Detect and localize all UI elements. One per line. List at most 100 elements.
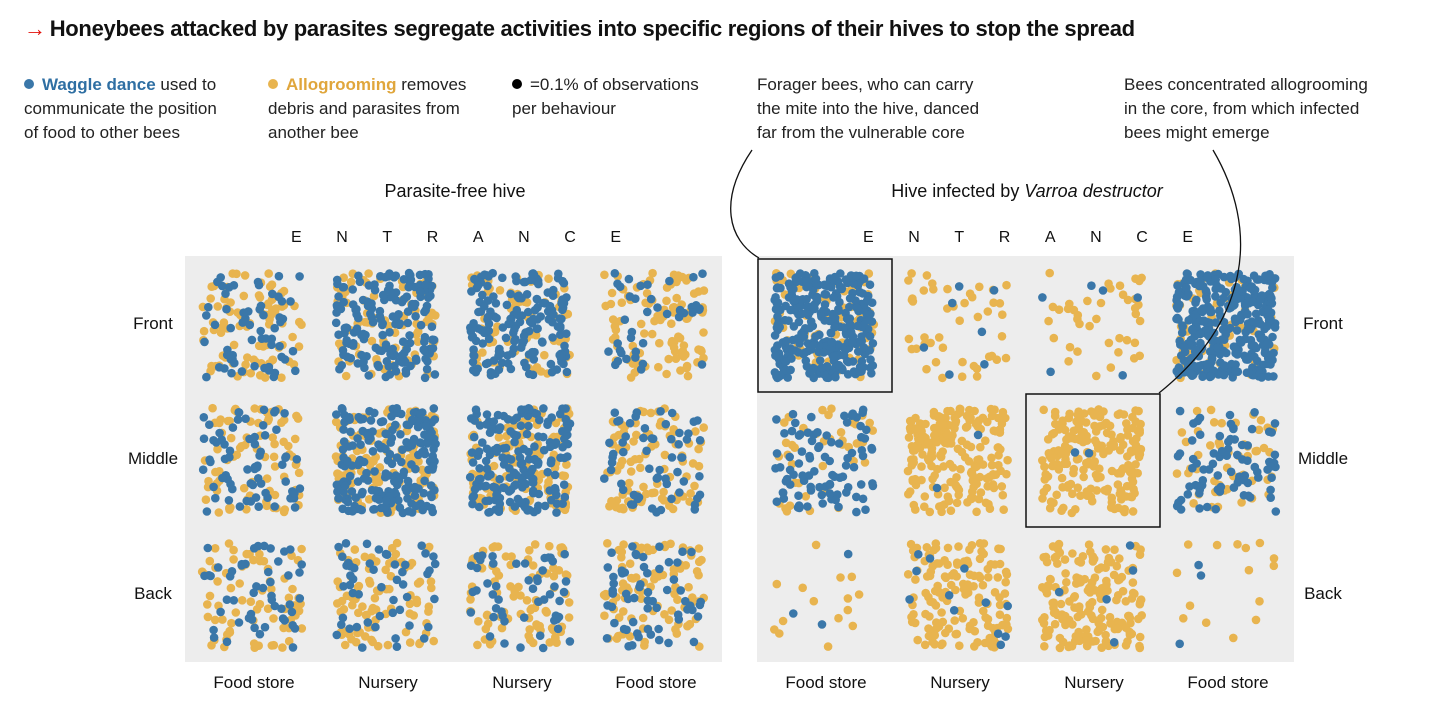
waggle-dance-dot	[272, 425, 281, 435]
waggle-dance-dot	[1128, 566, 1138, 575]
waggle-dance-dot	[689, 272, 698, 282]
waggle-dance-dot	[843, 549, 853, 559]
waggle-dance-dot	[1262, 338, 1272, 348]
allogrooming-dot	[364, 495, 374, 504]
waggle-dance-dot	[469, 432, 479, 442]
allogrooming-dot	[1042, 483, 1052, 493]
waggle-dance-dot	[546, 359, 556, 369]
allogrooming-dot	[946, 477, 955, 487]
waggle-dance-dot	[377, 582, 386, 592]
waggle-dance-dot	[819, 370, 829, 379]
allogrooming-dot	[682, 363, 691, 373]
allogrooming-dot	[636, 463, 645, 473]
waggle-dance-dot	[631, 549, 641, 559]
waggle-dance-dot	[858, 494, 868, 504]
allogrooming-dot	[836, 573, 845, 582]
allogrooming-dot	[1113, 410, 1123, 420]
waggle-dance-dot	[374, 362, 384, 372]
waggle-dance-dot	[613, 279, 622, 289]
allogrooming-dot	[1082, 636, 1091, 645]
allogrooming-dot	[478, 348, 487, 357]
waggle-dance-dot	[419, 345, 429, 354]
allogrooming-dot	[699, 286, 709, 295]
waggle-dance-dot	[346, 571, 355, 580]
waggle-dance-dot	[1182, 283, 1191, 293]
waggle-dance-dot	[292, 455, 302, 464]
allogrooming-dot	[242, 505, 251, 514]
waggle-dance-dot	[1215, 350, 1225, 359]
waggle-dance-dot	[1243, 441, 1252, 450]
waggle-dance-dot	[1266, 315, 1275, 325]
allogrooming-dot	[932, 437, 942, 447]
waggle-dance-dot	[525, 317, 535, 326]
waggle-dance-dot	[291, 366, 300, 376]
allogrooming-dot	[809, 596, 819, 606]
waggle-dance-dot	[1174, 290, 1184, 300]
allogrooming-dot	[270, 462, 280, 471]
waggle-dance-dot	[600, 474, 609, 483]
allogrooming-dot	[507, 552, 516, 561]
waggle-dance-dot	[423, 357, 432, 366]
waggle-dance-dot	[504, 319, 513, 329]
waggle-dance-dot	[562, 367, 572, 377]
waggle-dance-dot	[494, 507, 504, 516]
allogrooming-dot	[1128, 507, 1138, 516]
waggle-dance-dot	[474, 307, 483, 317]
allogrooming-dot	[642, 489, 651, 499]
allogrooming-dot	[201, 495, 211, 505]
waggle-dance-dot	[1194, 560, 1203, 570]
waggle-dance-dot	[392, 404, 402, 413]
waggle-dance-dot	[1054, 587, 1064, 597]
row-label-left: Front	[133, 313, 173, 333]
waggle-dance-dot	[791, 418, 800, 428]
waggle-dance-dot	[417, 439, 427, 448]
allogrooming-dot	[854, 590, 864, 599]
waggle-dance-dot	[631, 347, 641, 357]
waggle-dance-dot	[264, 366, 274, 375]
waggle-dance-dot	[639, 433, 648, 443]
allogrooming-dot	[205, 556, 215, 566]
waggle-dance-dot	[491, 604, 501, 613]
allogrooming-dot	[626, 467, 636, 476]
allogrooming-dot	[1090, 457, 1099, 466]
waggle-dance-dot	[239, 308, 248, 318]
allogrooming-dot	[940, 483, 949, 493]
entrance-letter: A	[1044, 229, 1056, 246]
waggle-dance-dot	[378, 320, 387, 330]
waggle-dance-dot	[295, 568, 304, 577]
waggle-dance-dot	[820, 289, 830, 299]
allogrooming-dot	[412, 595, 421, 605]
entrance-letter: T	[382, 229, 393, 246]
waggle-dance-dot	[807, 436, 817, 446]
allogrooming-dot	[983, 417, 992, 427]
waggle-dance-dot	[1191, 344, 1200, 354]
entrance-letter: N	[518, 229, 530, 246]
waggle-dance-dot	[420, 269, 430, 279]
waggle-dance-dot	[224, 496, 234, 505]
waggle-dance-dot	[1206, 372, 1216, 381]
allogrooming-dot	[426, 577, 436, 586]
waggle-dance-dot	[834, 360, 844, 370]
waggle-dance-dot	[772, 497, 782, 507]
allogrooming-dot	[639, 482, 648, 492]
allogrooming-dot	[1135, 276, 1144, 286]
allogrooming-dot	[206, 294, 215, 303]
waggle-dance-dot	[387, 433, 397, 443]
allogrooming-dot	[223, 630, 232, 639]
allogrooming-dot	[941, 628, 950, 638]
waggle-dance-dot	[512, 431, 522, 440]
allogrooming-dot	[1079, 465, 1088, 475]
waggle-dance-dot	[787, 426, 797, 436]
waggle-dance-dot	[472, 586, 481, 595]
waggle-dance-dot	[483, 579, 492, 588]
waggle-dance-dot	[251, 493, 261, 502]
waggle-dance-dot	[633, 629, 642, 638]
allogrooming-dot	[684, 582, 693, 592]
waggle-dance-dot	[830, 272, 840, 282]
waggle-dance-dot	[494, 425, 504, 435]
waggle-dance-dot	[794, 317, 804, 327]
waggle-dance-dot	[664, 557, 674, 567]
waggle-dance-dot	[549, 310, 558, 319]
waggle-dance-dot	[675, 306, 685, 316]
waggle-dance-dot	[654, 635, 664, 645]
